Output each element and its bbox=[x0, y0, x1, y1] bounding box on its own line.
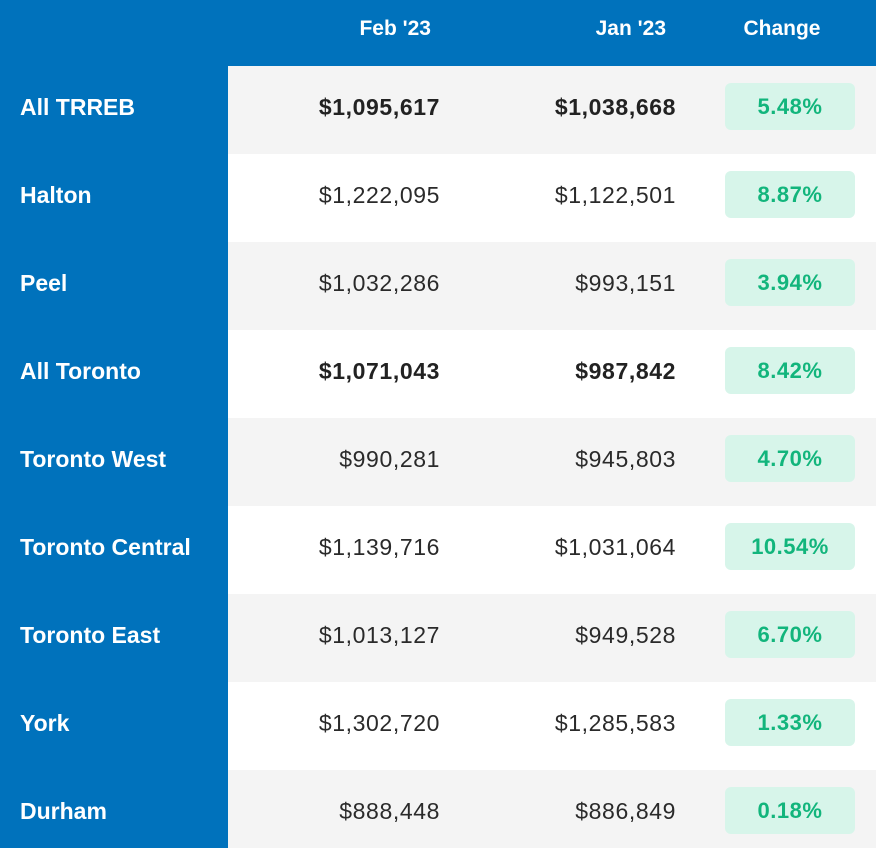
table-row: All Toronto $1,071,043 $987,842 8.42% bbox=[0, 330, 876, 418]
feb-23-value: $1,032,286 bbox=[318, 270, 440, 296]
region-sidebar bbox=[0, 66, 228, 848]
table-row: Peel $1,032,286 $993,151 3.94% bbox=[0, 242, 876, 330]
table-row: Toronto Central $1,139,716 $1,031,064 10.54… bbox=[0, 506, 876, 594]
jan-23-value: $886,849 bbox=[575, 798, 676, 824]
region-label: Durham bbox=[20, 798, 107, 824]
change-badge: 10.54% bbox=[725, 523, 855, 570]
region-label: Halton bbox=[20, 182, 92, 208]
table-row: Toronto East $1,013,127 $949,528 6.70% bbox=[0, 594, 876, 682]
region-label: Toronto East bbox=[20, 622, 161, 648]
change-badge: 5.48% bbox=[725, 83, 855, 130]
region-label: All TRREB bbox=[20, 94, 135, 120]
change-badge: 8.42% bbox=[725, 347, 855, 394]
feb-23-value: $990,281 bbox=[339, 446, 440, 472]
feb-23-value: $1,071,043 bbox=[318, 358, 440, 384]
change-badge: 4.70% bbox=[725, 435, 855, 482]
change-badge: 3.94% bbox=[725, 259, 855, 306]
table-row: York $1,302,720 $1,285,583 1.33% bbox=[0, 682, 876, 770]
region-label: Peel bbox=[20, 270, 68, 296]
jan-23-value: $1,122,501 bbox=[554, 182, 676, 208]
feb-23-value: $1,139,716 bbox=[318, 534, 440, 560]
header-feb-23: Feb '23 bbox=[359, 17, 431, 40]
header-jan-23: Jan '23 bbox=[595, 17, 666, 40]
table-row: Toronto West $990,281 $945,803 4.70% bbox=[0, 418, 876, 506]
table-row: Durham $888,448 $886,849 0.18% bbox=[0, 770, 876, 848]
jan-23-value: $1,038,668 bbox=[554, 94, 676, 120]
change-badge: 8.87% bbox=[725, 171, 855, 218]
header-change: Change bbox=[743, 17, 821, 40]
feb-23-value: $1,013,127 bbox=[318, 622, 440, 648]
jan-23-value: $945,803 bbox=[575, 446, 676, 472]
jan-23-value: $949,528 bbox=[575, 622, 676, 648]
change-badge: 6.70% bbox=[725, 611, 855, 658]
feb-23-value: $1,095,617 bbox=[318, 94, 440, 120]
table-header: Feb '23 Jan '23 Change bbox=[0, 0, 876, 66]
jan-23-value: $987,842 bbox=[575, 358, 676, 384]
jan-23-value: $1,031,064 bbox=[554, 534, 676, 560]
jan-23-value: $993,151 bbox=[575, 270, 676, 296]
feb-23-value: $888,448 bbox=[339, 798, 440, 824]
region-label: Toronto Central bbox=[20, 534, 191, 560]
table-row: All TRREB $1,095,617 $1,038,668 5.48% bbox=[0, 66, 876, 154]
region-label: All Toronto bbox=[20, 358, 141, 384]
feb-23-value: $1,302,720 bbox=[318, 710, 440, 736]
jan-23-value: $1,285,583 bbox=[554, 710, 676, 736]
change-badge: 1.33% bbox=[725, 699, 855, 746]
feb-23-value: $1,222,095 bbox=[318, 182, 440, 208]
table-row: Halton $1,222,095 $1,122,501 8.87% bbox=[0, 154, 876, 242]
region-label: York bbox=[20, 710, 70, 736]
region-label: Toronto West bbox=[20, 446, 167, 472]
change-badge: 0.18% bbox=[725, 787, 855, 834]
